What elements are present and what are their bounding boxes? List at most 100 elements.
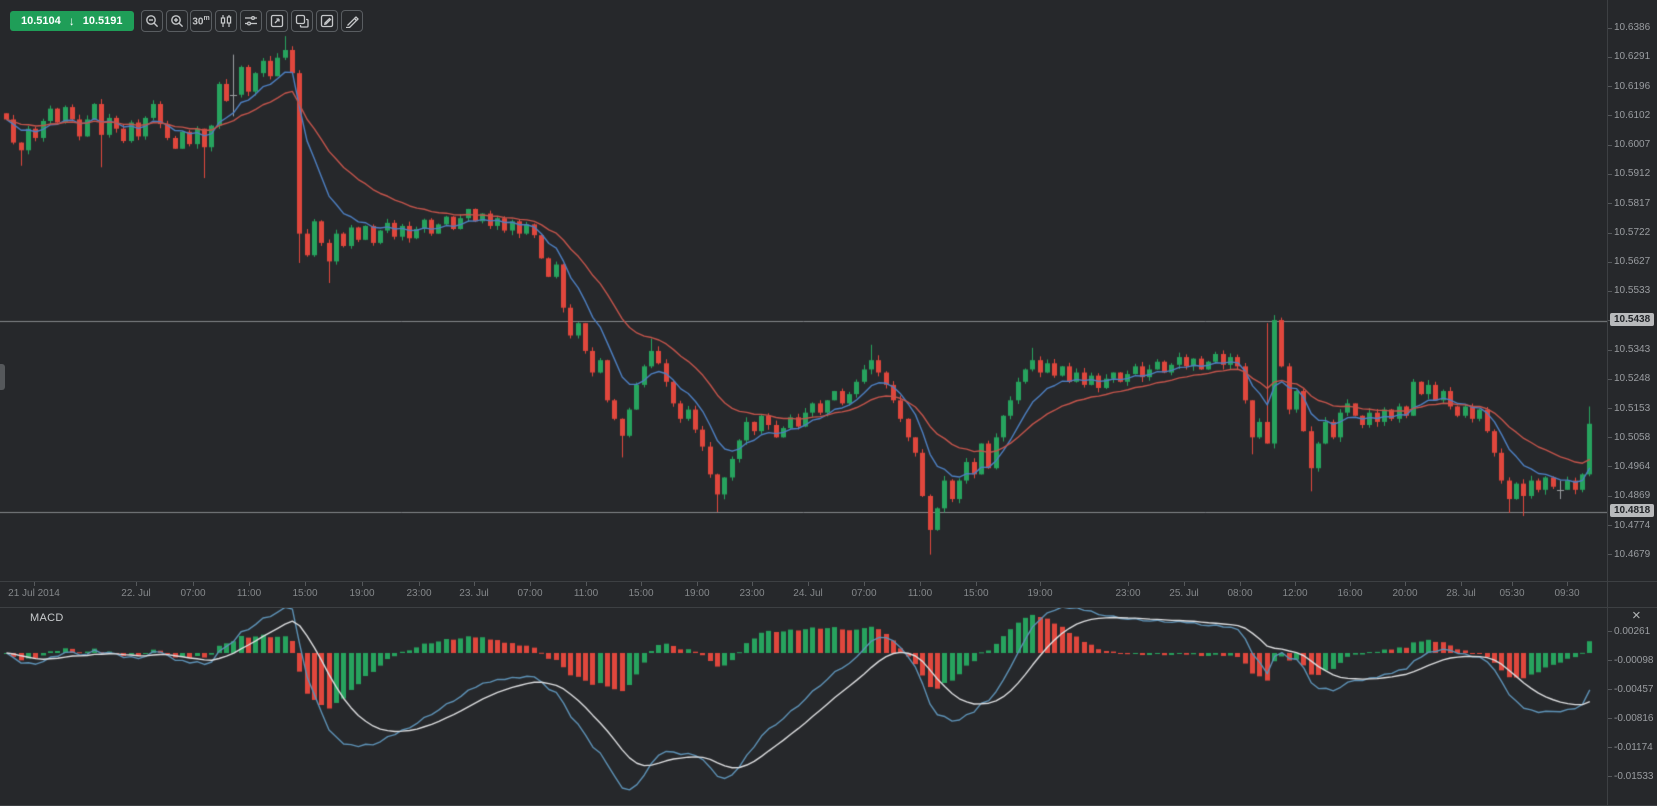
zoom-out-button[interactable] <box>141 10 163 32</box>
price-axis-label: 10.4869 <box>1614 490 1651 502</box>
price-level-badge[interactable]: 10.4818 <box>1610 504 1655 518</box>
zoom-in-button[interactable] <box>166 10 188 32</box>
time-axis-tick <box>1295 582 1296 586</box>
time-axis-tick <box>1040 582 1041 586</box>
axis-divider-vertical <box>1607 0 1608 806</box>
price-axis-tick <box>1608 408 1612 409</box>
macd-axis-label: -0.01533 <box>1614 770 1654 782</box>
macd-chart-canvas[interactable] <box>0 608 1607 806</box>
magnifier-minus-icon <box>146 15 159 28</box>
expand-button[interactable] <box>266 10 288 32</box>
time-axis-label: 05:30 <box>1499 588 1525 599</box>
macd-axis-label: -0.01174 <box>1614 741 1653 753</box>
ask-price[interactable]: 10.5191 <box>82 15 123 27</box>
price-axis-label: 10.4679 <box>1614 548 1651 560</box>
time-axis-label: 23. Jul <box>459 588 489 599</box>
time-axis-label: 16:00 <box>1337 588 1363 599</box>
macd-axis-tick <box>1608 660 1612 661</box>
time-axis-label: 21 Jul 2014 <box>8 588 60 599</box>
time-axis-label: 11:00 <box>573 588 599 599</box>
time-axis-label: 19:00 <box>1027 588 1053 599</box>
time-axis-label: 11:00 <box>236 588 262 599</box>
macd-axis-tick <box>1608 718 1612 719</box>
time-axis-tick <box>1567 582 1568 586</box>
draw-button[interactable] <box>341 10 363 32</box>
time-axis-tick <box>1405 582 1406 586</box>
duplicate-button[interactable] <box>291 10 313 32</box>
expand-icon <box>270 14 284 28</box>
time-axis-label: 24. Jul <box>793 588 823 599</box>
time-axis-label: 09:30 <box>1554 588 1580 599</box>
time-axis-tick <box>752 582 753 586</box>
price-level-badge[interactable]: 10.5438 <box>1610 312 1655 326</box>
macd-panel-title: MACD <box>30 612 64 624</box>
candles-icon <box>220 15 232 27</box>
price-axis-label: 10.5248 <box>1614 373 1651 385</box>
macd-axis-tick <box>1608 689 1612 690</box>
macd-axis-tick <box>1608 747 1612 748</box>
edit-button[interactable] <box>316 10 338 32</box>
sliders-icon <box>245 15 257 26</box>
macd-axis-tick <box>1608 776 1612 777</box>
time-axis-label: 15:00 <box>628 588 654 599</box>
time-axis-tick <box>1512 582 1513 586</box>
time-axis-tick <box>193 582 194 586</box>
macd-close-icon[interactable]: × <box>1632 607 1641 624</box>
price-axis-label: 10.4774 <box>1614 519 1651 531</box>
price-chart-canvas[interactable] <box>0 0 1607 581</box>
time-axis-tick <box>1184 582 1185 586</box>
copy-icon <box>295 14 309 28</box>
time-axis-label: 19:00 <box>684 588 710 599</box>
time-axis-label: 23:00 <box>406 588 432 599</box>
price-axis-label: 10.5627 <box>1614 256 1651 268</box>
price-axis-tick <box>1608 437 1612 438</box>
price-axis-tick <box>1608 86 1612 87</box>
time-axis-label: 19:00 <box>349 588 375 599</box>
price-axis-tick <box>1608 145 1612 146</box>
indicator-settings-button[interactable] <box>240 10 262 32</box>
time-axis-tick <box>1350 582 1351 586</box>
price-axis-label: 10.5912 <box>1614 168 1651 180</box>
macd-axis-label: 0.00261 <box>1614 625 1651 637</box>
time-axis-label: 12:00 <box>1282 588 1308 599</box>
time-axis-tick <box>920 582 921 586</box>
price-axis-tick <box>1608 233 1612 234</box>
time-axis-label: 15:00 <box>963 588 989 599</box>
price-axis-label: 10.6291 <box>1614 51 1651 63</box>
time-axis-tick <box>249 582 250 586</box>
price-axis-tick <box>1608 28 1612 29</box>
macd-axis-label: -0.00098 <box>1614 654 1654 666</box>
macd-axis-label: -0.00457 <box>1614 683 1654 695</box>
time-axis-label: 15:00 <box>292 588 318 599</box>
chart-type-button[interactable] <box>215 10 237 32</box>
time-axis-tick <box>1128 582 1129 586</box>
time-axis-top-border <box>0 581 1657 582</box>
price-axis-tick <box>1608 350 1612 351</box>
time-axis-tick <box>808 582 809 586</box>
time-axis-tick <box>136 582 137 586</box>
price-axis-label: 10.5817 <box>1614 197 1651 209</box>
time-axis-tick <box>362 582 363 586</box>
magnifier-plus-icon <box>171 15 184 28</box>
price-axis-tick <box>1608 379 1612 380</box>
time-axis-label: 11:00 <box>907 588 933 599</box>
price-axis-label: 10.6386 <box>1614 22 1651 34</box>
edit-icon <box>320 14 334 28</box>
price-axis-label: 10.4964 <box>1614 460 1651 472</box>
macd-axis-label: -0.00816 <box>1614 712 1654 724</box>
time-axis-tick <box>530 582 531 586</box>
timeframe-button[interactable]: 30m <box>190 10 212 32</box>
quote-pill[interactable]: 10.5104 ↓ 10.5191 <box>10 11 134 31</box>
macd-axis-tick <box>1608 631 1612 632</box>
price-axis-tick <box>1608 115 1612 116</box>
price-axis-tick <box>1608 203 1612 204</box>
time-axis-tick <box>697 582 698 586</box>
sidebar-collapse-handle[interactable] <box>0 364 5 390</box>
time-axis-label: 07:00 <box>180 588 206 599</box>
time-axis-label: 28. Jul <box>1446 588 1476 599</box>
price-direction-down-icon: ↓ <box>68 14 75 28</box>
price-axis-tick <box>1608 496 1612 497</box>
bid-price[interactable]: 10.5104 <box>21 15 61 27</box>
time-axis-label: 25. Jul <box>1169 588 1199 599</box>
